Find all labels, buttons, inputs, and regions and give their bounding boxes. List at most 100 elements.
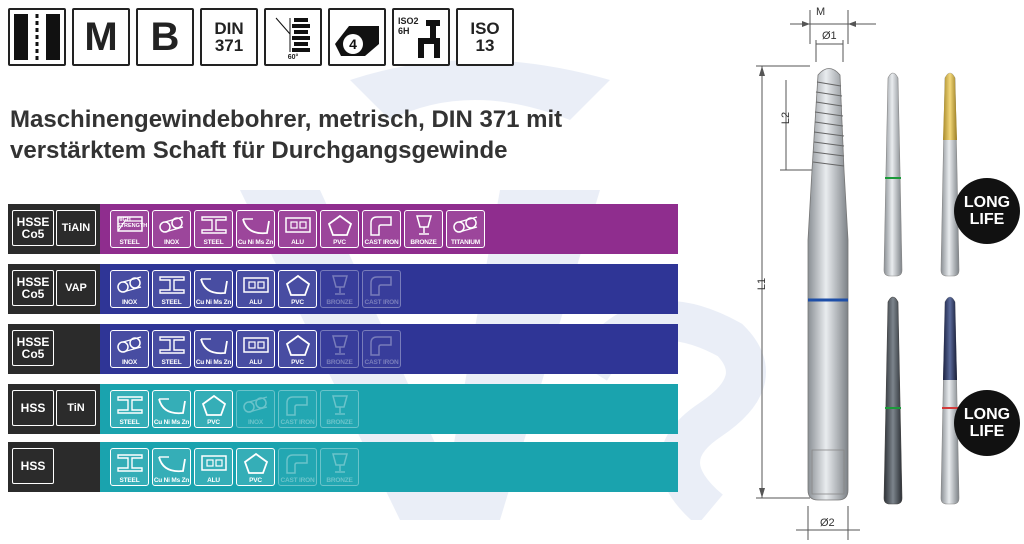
cup-icon xyxy=(416,215,432,235)
material-tile-tubes: INOX xyxy=(110,270,149,308)
steel-strength-icon xyxy=(117,216,143,232)
tile-label: TITANIUM xyxy=(451,239,480,246)
angle-label: 60° xyxy=(287,54,299,61)
tile-label: INOX xyxy=(121,359,138,366)
tile-label: STEEL xyxy=(119,419,140,426)
pentagon-icon xyxy=(285,274,311,296)
metric-m-label: M xyxy=(84,15,118,59)
iso-13-icon: ISO 13 xyxy=(456,8,514,66)
tile-label: ALU xyxy=(207,477,220,484)
tile-label: PVC xyxy=(207,419,220,426)
material-tile-cup: BRONZE xyxy=(404,210,443,248)
tile-label: STEEL xyxy=(161,359,182,366)
tubes-icon xyxy=(117,276,142,293)
tile-label: PVC xyxy=(249,477,262,484)
material-tile-pentagon: PVC xyxy=(236,448,275,486)
application-band: INOX STEEL Cu Ni Ms Zn ALU PVC BRONZE CAST IRO… xyxy=(100,324,678,374)
pipe-bend-icon xyxy=(370,276,392,296)
pentagon-icon xyxy=(327,214,353,236)
material-tile-cup: BRONZE xyxy=(320,330,359,368)
tile-label: Cu Ni Ms Zn xyxy=(153,477,190,484)
material-tile-profile: ALU xyxy=(278,210,317,248)
material-tile-pipe-bend: CAST IRON xyxy=(362,210,401,248)
tile-label: Cu Ni Ms Zn xyxy=(195,299,232,306)
tubes-icon xyxy=(243,396,268,413)
tile-label: CAST IRON xyxy=(364,299,399,306)
material-tile-tubes: INOX xyxy=(110,330,149,368)
material-tile-pentagon: PVC xyxy=(278,330,317,368)
tile-label: CAST IRON xyxy=(280,419,315,426)
tool-material: HSSE Co5 xyxy=(12,270,54,306)
tolerance-icon: ISO2 6H xyxy=(392,8,450,66)
iso-label: ISO 13 xyxy=(470,19,500,55)
long-life-badge: LONG LIFE xyxy=(954,390,1020,456)
pipe-bend-icon xyxy=(370,336,392,356)
beam-icon xyxy=(117,396,143,414)
tile-label: BRONZE xyxy=(326,299,353,306)
thread-angle-icon: 60° xyxy=(264,8,322,66)
metric-m-icon: M xyxy=(72,8,130,66)
material-tile-tubes: INOX xyxy=(236,390,275,428)
thread-profile-icon xyxy=(8,8,66,66)
step-label: 4 xyxy=(349,36,357,52)
gutter-icon xyxy=(200,338,228,355)
tile-label: STEEL xyxy=(119,239,140,246)
material-tile-profile: ALU xyxy=(236,330,275,368)
pentagon-icon xyxy=(201,394,227,416)
dim-d2: Ø2 xyxy=(820,517,835,529)
form-b-icon: B xyxy=(136,8,194,66)
material-tile-profile: ALU xyxy=(194,448,233,486)
row-label-panel: HSSE Co5 VAP xyxy=(8,264,100,314)
row-label-panel: HSS TiN xyxy=(8,384,100,434)
material-tile-pentagon: PVC xyxy=(194,390,233,428)
tubes-icon xyxy=(453,216,478,233)
material-row: HSSE Co5 INOX STEEL Cu Ni Ms Zn ALU PVC BRONZE… xyxy=(8,324,678,374)
row-label-panel: HSSE Co5 TiAlN xyxy=(8,204,100,254)
tile-label: BRONZE xyxy=(326,359,353,366)
tile-label: BRONZE xyxy=(326,477,353,484)
material-tile-gutter: Cu Ni Ms Zn xyxy=(152,390,191,428)
gutter-icon xyxy=(200,278,228,295)
material-tile-beam: STEEL xyxy=(152,330,191,368)
beam-icon xyxy=(159,336,185,354)
material-tile-pipe-bend: CAST IRON xyxy=(362,270,401,308)
tile-label: Cu Ni Ms Zn xyxy=(153,419,190,426)
material-tile-profile: ALU xyxy=(236,270,275,308)
profile-icon xyxy=(201,455,227,471)
tile-label: Cu Ni Ms Zn xyxy=(195,359,232,366)
dim-l1: L1 xyxy=(756,277,769,291)
material-tile-pentagon: PVC xyxy=(278,270,317,308)
tool-coating: VAP xyxy=(56,270,96,306)
material-tile-gutter: Cu Ni Ms Zn xyxy=(194,270,233,308)
material-tile-cup: BRONZE xyxy=(320,390,359,428)
material-tile-gutter: Cu Ni Ms Zn xyxy=(152,448,191,486)
gutter-icon xyxy=(158,456,186,473)
material-tile-pipe-bend: CAST IRON xyxy=(278,390,317,428)
tool-material: HSS xyxy=(12,448,54,484)
tile-label: STEEL xyxy=(203,239,224,246)
tile-label: PVC xyxy=(291,359,304,366)
application-band: INOX STEEL Cu Ni Ms Zn ALU PVC BRONZE CAST IRO… xyxy=(100,264,678,314)
standards-icon-strip: M B DIN 371 60° 4 ISO2 6H IS xyxy=(8,8,514,66)
profile-icon xyxy=(243,337,269,353)
cup-icon xyxy=(332,335,348,355)
beam-icon xyxy=(159,276,185,294)
material-tile-beam: STEEL xyxy=(110,448,149,486)
tap-drawing xyxy=(756,10,960,540)
tile-label: BRONZE xyxy=(410,239,437,246)
gutter-icon xyxy=(158,398,186,415)
dim-d1: Ø1 xyxy=(822,30,837,42)
tile-label: CAST IRON xyxy=(280,477,315,484)
din-371-icon: DIN 371 xyxy=(200,8,258,66)
dim-m: M xyxy=(816,6,826,18)
tile-label: INOX xyxy=(121,299,138,306)
tool-material: HSS xyxy=(12,390,54,426)
material-tile-pipe-bend: CAST IRON xyxy=(278,448,317,486)
beam-icon xyxy=(117,454,143,472)
tile-label: BRONZE xyxy=(326,419,353,426)
cup-icon xyxy=(332,275,348,295)
application-band: STEEL Cu Ni Ms Zn ALU PVC CAST IRON BRONZE xyxy=(100,442,678,492)
material-tile-cup: BRONZE xyxy=(320,448,359,486)
tubes-icon xyxy=(159,216,184,233)
tool-coating: TiN xyxy=(56,390,96,426)
